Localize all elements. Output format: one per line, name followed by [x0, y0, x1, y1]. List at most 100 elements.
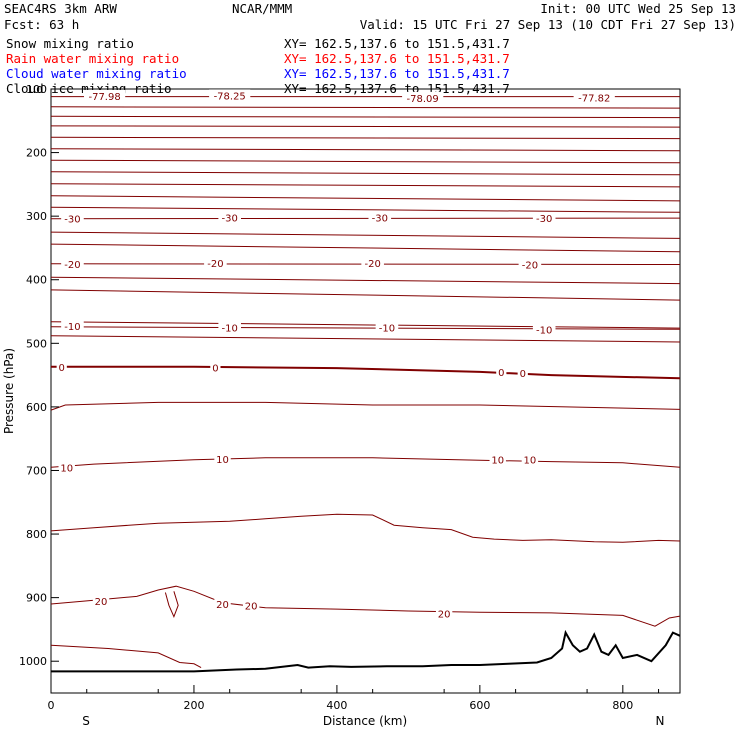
y-tick-label: 600 — [26, 401, 47, 414]
contour-label-background — [56, 360, 67, 373]
x-tick-label: 800 — [612, 699, 633, 712]
contour-line-minus10 — [50, 326, 681, 330]
contour-label: 10 — [491, 456, 504, 467]
contour-line — [50, 513, 681, 543]
contour-line — [50, 195, 681, 202]
y-axis-ticks: 100 200 300 400 500 600 700 800 900 1000 — [19, 83, 59, 668]
contour-label-background — [84, 89, 126, 102]
contour-label: -10 — [222, 323, 238, 334]
y-tick-label: 500 — [26, 337, 47, 350]
contour-label: 10 — [60, 463, 73, 474]
contour-label-background — [204, 257, 227, 270]
contour-label-background — [209, 89, 251, 102]
contour-label: -20 — [364, 259, 380, 270]
contour-label-background — [218, 211, 241, 224]
contour-line — [50, 171, 681, 176]
contour-line — [50, 243, 681, 253]
contour-label: 10 — [524, 456, 537, 467]
plot-frame — [50, 88, 681, 694]
contour-label-background — [517, 367, 528, 380]
y-tick-label: 400 — [26, 274, 47, 287]
contour-label: 10 — [216, 455, 229, 466]
contour-label-background — [489, 453, 506, 466]
contour-label: 20 — [245, 601, 258, 612]
contour-label-background — [218, 321, 241, 334]
contour-line-zero — [51, 365, 681, 380]
contour-line — [50, 644, 202, 669]
contour-label: -77.98 — [88, 92, 120, 103]
contour-line — [50, 183, 681, 188]
x-tick-label: 600 — [469, 699, 490, 712]
model-title: SEAC4RS 3km ARW — [4, 1, 117, 16]
contour-label-background — [402, 91, 444, 104]
contour-line-10 — [50, 457, 681, 468]
contour-line — [50, 115, 681, 119]
contour-line-minus30 — [50, 217, 681, 220]
contour-label-background — [532, 323, 556, 336]
contour-label-background — [435, 607, 453, 620]
contour-label-background — [210, 361, 221, 374]
contour-label: -10 — [536, 325, 552, 336]
temperature-contours — [50, 96, 681, 669]
contour-label: -30 — [372, 213, 388, 224]
contour-label-background — [361, 257, 384, 270]
x-tick-label: 200 — [183, 699, 204, 712]
contour-label: 20 — [95, 597, 108, 608]
contour-line — [50, 231, 681, 239]
contour-label-background — [61, 212, 84, 225]
y-tick-label: 1000 — [19, 655, 47, 668]
contour-label-background — [61, 257, 84, 270]
contour-label-background — [573, 91, 615, 104]
contour-label: -77.82 — [578, 93, 610, 104]
contour-label: -78.25 — [214, 91, 246, 102]
terrain-line — [51, 629, 681, 673]
contour-line — [50, 206, 681, 213]
contour-label-background — [214, 597, 231, 610]
contour-label: -30 — [64, 215, 80, 226]
y-tick-label: 800 — [26, 528, 47, 541]
y-axis-label: Pressure (hPa) — [2, 348, 16, 434]
contour-line — [50, 136, 681, 140]
contour-label: 0 — [520, 369, 526, 380]
forecast-hour: Fcst: 63 h — [4, 17, 79, 32]
init-time: Init: 00 UTC Wed 25 Sep 13 — [540, 1, 736, 16]
y-tick-label: 100 — [26, 83, 47, 96]
contour-line — [50, 159, 681, 164]
contour-label: -20 — [207, 259, 223, 270]
contour-label: 0 — [498, 368, 504, 379]
field-label-snow: Snow mixing ratio — [6, 36, 134, 51]
contour-label: -10 — [64, 322, 80, 333]
contour-label: 0 — [212, 363, 218, 374]
contour-line-20 — [50, 585, 681, 627]
contour-label-background — [375, 321, 399, 334]
south-label: S — [82, 714, 90, 728]
contour-label: -20 — [522, 260, 538, 271]
x-tick-label: 400 — [326, 699, 347, 712]
contour-line — [50, 289, 681, 301]
contour-label-background — [532, 212, 556, 225]
y-tick-label: 700 — [26, 464, 47, 477]
contour-label: -30 — [536, 214, 552, 225]
contour-line — [164, 591, 179, 619]
contour-line — [50, 335, 681, 343]
contour-label-background — [242, 599, 260, 612]
field-xy-snow: XY= 162.5,137.6 to 151.5,431.7 — [284, 36, 510, 51]
x-axis-ticks: 0 200 400 600 800 — [48, 685, 660, 712]
field-label-cloud-water: Cloud water mixing ratio — [6, 66, 187, 81]
contour-line — [50, 106, 681, 109]
contour-label: 20 — [216, 600, 229, 611]
field-xy-cloud-water: XY= 162.5,137.6 to 151.5,431.7 — [284, 66, 510, 81]
field-label-rain: Rain water mixing ratio — [6, 51, 179, 66]
plot-area: -77.98 -78.25 -78.09 -77.82 -30 -30 -30 -30 -20 -… — [19, 83, 681, 712]
contour-label-background — [92, 594, 110, 607]
contour-label-background — [368, 211, 392, 224]
contour-label-background — [214, 453, 231, 466]
valid-time: Valid: 15 UTC Fri 27 Sep 13 (10 CDT Fri … — [360, 17, 736, 32]
x-axis-label: Distance (km) — [323, 714, 407, 728]
contour-label-background — [518, 258, 542, 271]
y-tick-label: 900 — [26, 592, 47, 605]
contour-label: -30 — [222, 213, 238, 224]
contour-label: 0 — [59, 363, 65, 374]
x-tick-label: 0 — [48, 699, 55, 712]
